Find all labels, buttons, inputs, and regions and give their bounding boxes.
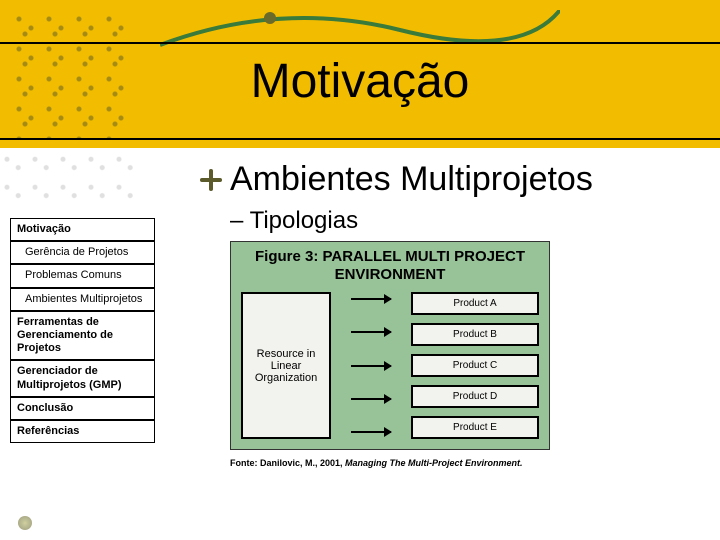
product-column: Product A Product B Product C Product D … [411, 292, 539, 439]
product-box: Product E [411, 416, 539, 439]
figure-panel: Figure 3: PARALLEL MULTI PROJECT ENVIRON… [230, 241, 550, 450]
product-box: Product D [411, 385, 539, 408]
sidebar-item-gerencia[interactable]: Gerência de Projetos [10, 241, 155, 264]
slide-title: Motivação [0, 54, 720, 109]
sidebar-item-ferramentas[interactable]: Ferramentas de Gerenciamento de Projetos [10, 311, 155, 361]
product-box: Product B [411, 323, 539, 346]
decorative-dot-icon [18, 516, 32, 530]
title-rule-bottom [0, 138, 720, 140]
resource-box: Resource in Linear Organization [241, 292, 331, 439]
sidebar-item-problemas[interactable]: Problemas Comuns [10, 264, 155, 287]
sidebar-item-gmp[interactable]: Gerenciador de Multiprojetos (GMP) [10, 360, 155, 396]
decorative-pattern-bottom [0, 148, 140, 208]
title-rule-top [0, 42, 720, 44]
arrow-icon [351, 298, 391, 300]
plus-bullet-icon [200, 169, 222, 191]
arrow-icon [351, 431, 391, 433]
product-box: Product A [411, 292, 539, 315]
source-title: Managing The Multi-Project Environment. [345, 458, 523, 468]
content-area: Ambientes Multiprojetos – Tipologias Fig… [200, 160, 700, 468]
figure-body: Resource in Linear Organization Product … [241, 292, 539, 439]
sidebar-item-referencias[interactable]: Referências [10, 420, 155, 443]
arrow-icon [351, 398, 391, 400]
arrow-column [351, 292, 391, 439]
product-box: Product C [411, 354, 539, 377]
heading-text: Ambientes Multiprojetos [230, 160, 593, 199]
figure-title: Figure 3: PARALLEL MULTI PROJECT ENVIRON… [241, 248, 539, 284]
heading-row: Ambientes Multiprojetos [200, 160, 700, 199]
sidebar-item-conclusao[interactable]: Conclusão [10, 397, 155, 420]
sidebar-nav: Motivação Gerência de Projetos Problemas… [10, 218, 155, 443]
arrow-icon [351, 365, 391, 367]
source-prefix: Fonte: Danilovic, M., 2001, [230, 458, 345, 468]
sidebar-item-ambientes[interactable]: Ambientes Multiprojetos [10, 288, 155, 311]
arrow-icon [351, 331, 391, 333]
source-citation: Fonte: Danilovic, M., 2001, Managing The… [230, 458, 700, 468]
subheading-text: – Tipologias [230, 207, 700, 235]
sidebar-item-motivacao[interactable]: Motivação [10, 218, 155, 241]
